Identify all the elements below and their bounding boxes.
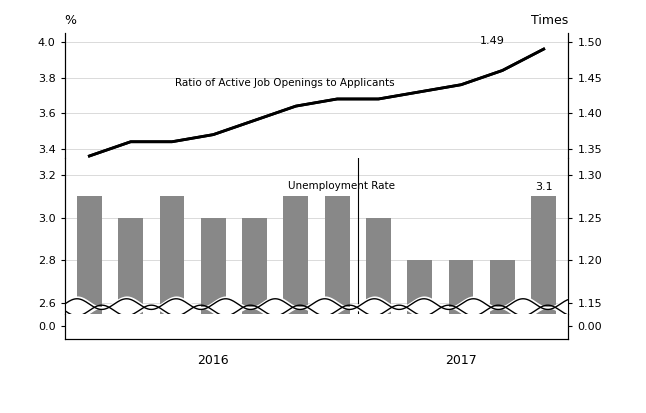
Text: 2016: 2016 xyxy=(198,354,229,367)
Text: Unemployment Rate: Unemployment Rate xyxy=(288,181,395,191)
Bar xyxy=(449,260,474,413)
Bar xyxy=(160,196,184,413)
Bar xyxy=(366,218,391,413)
Bar xyxy=(531,196,556,413)
Bar xyxy=(242,218,267,413)
Bar xyxy=(490,260,515,413)
Bar xyxy=(531,196,556,413)
Bar xyxy=(325,196,349,413)
Bar xyxy=(366,218,391,413)
Bar xyxy=(201,218,225,413)
Bar xyxy=(242,218,267,413)
Text: 3.1: 3.1 xyxy=(535,182,552,192)
Bar xyxy=(449,260,474,413)
Bar xyxy=(284,196,308,413)
Bar xyxy=(118,218,143,413)
Bar xyxy=(201,218,225,413)
Bar xyxy=(160,196,184,413)
Bar xyxy=(490,260,515,413)
Text: Ratio of Active Job Openings to Applicants: Ratio of Active Job Openings to Applican… xyxy=(176,78,395,88)
Text: 2017: 2017 xyxy=(445,354,477,367)
Text: 1.49: 1.49 xyxy=(480,36,505,46)
Bar xyxy=(408,260,432,413)
Text: %: % xyxy=(65,14,77,27)
Bar xyxy=(325,196,349,413)
Text: Times: Times xyxy=(531,14,568,27)
Bar xyxy=(118,218,143,413)
Bar xyxy=(77,196,102,413)
Bar xyxy=(408,260,432,413)
Bar xyxy=(77,196,102,413)
Bar xyxy=(284,196,308,413)
